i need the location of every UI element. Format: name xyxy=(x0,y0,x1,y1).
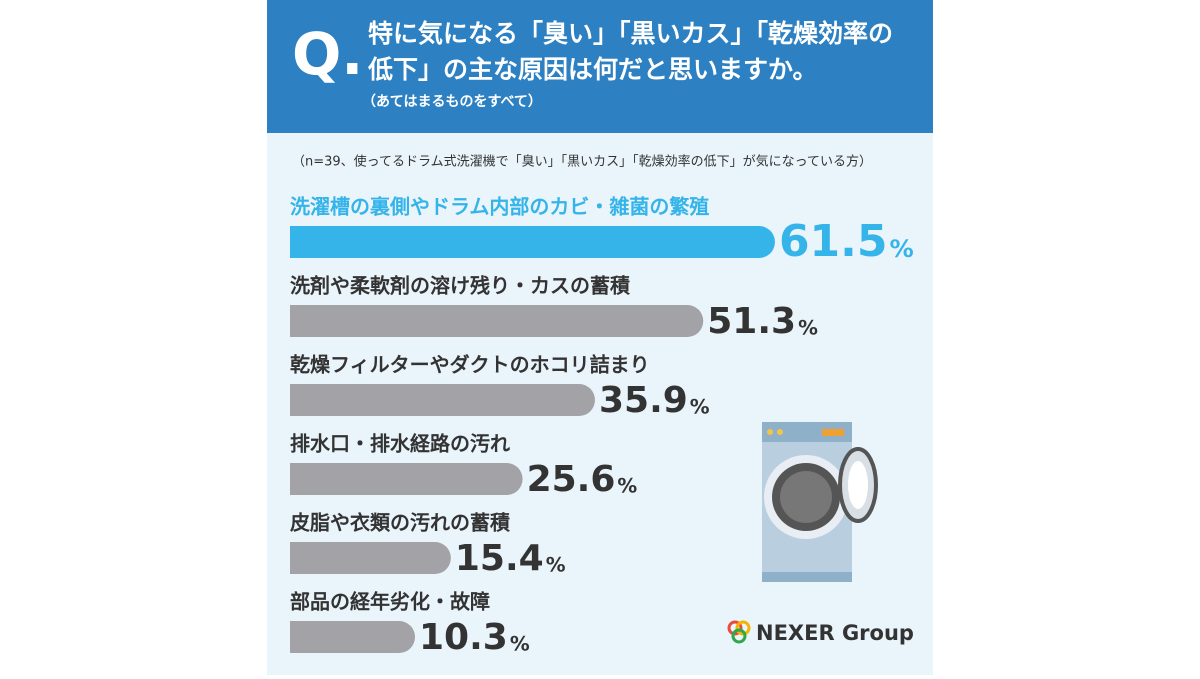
category-label: 洗濯槽の裏側やドラム内部のカビ・雑菌の繁殖 xyxy=(290,195,709,219)
value-label: 51.3 xyxy=(707,301,796,342)
bar xyxy=(290,226,775,258)
bar xyxy=(290,463,523,495)
value-label: 25.6 xyxy=(527,459,616,500)
bar-left xyxy=(290,226,310,258)
value-label: 15.4 xyxy=(455,538,544,579)
bar-left xyxy=(290,621,310,653)
value-unit: % xyxy=(798,317,818,340)
bar-left xyxy=(290,305,310,337)
bar-left xyxy=(290,384,310,416)
bar xyxy=(290,542,451,574)
q-mark: Q. xyxy=(292,20,363,88)
bar xyxy=(290,305,704,337)
bar-left xyxy=(290,463,310,495)
value-label: 10.3 xyxy=(419,617,508,658)
value-label: 35.9 xyxy=(599,380,688,421)
title: 特に気になる「臭い」「黒いカス」「乾燥効率の xyxy=(368,19,893,48)
note: （n=39、使ってるドラム式洗濯機で「臭い」「黒いカス」「乾燥効率の低下」が気に… xyxy=(292,154,872,170)
value-unit: % xyxy=(617,475,637,498)
bar-left xyxy=(290,542,310,574)
logo: NEXER Group xyxy=(756,621,914,645)
category-label: 部品の経年劣化・故障 xyxy=(290,590,490,614)
value-unit: % xyxy=(546,554,566,577)
category-label: 皮脂や衣類の汚れの蓄積 xyxy=(290,511,511,535)
category-label: 排水口・排水経路の汚れ xyxy=(290,432,510,456)
header xyxy=(267,0,933,133)
category-label: 洗剤や柔軟剤の溶け残り・カスの蓄積 xyxy=(290,274,631,298)
title: 低下」の主な原因は何だと思いますか。 xyxy=(367,55,818,84)
category-label: 乾燥フィルターやダクトのホコリ詰まり xyxy=(290,353,650,377)
bar xyxy=(290,384,595,416)
value-unit: % xyxy=(890,235,914,263)
value-unit: % xyxy=(690,396,710,419)
value-unit: % xyxy=(510,633,530,656)
bar xyxy=(290,621,416,653)
logo-icon xyxy=(727,620,751,644)
value-label: 61.5 xyxy=(779,216,888,267)
subtitle: （あてはまるものをすべて） xyxy=(362,94,542,110)
washing-machine xyxy=(762,422,878,582)
